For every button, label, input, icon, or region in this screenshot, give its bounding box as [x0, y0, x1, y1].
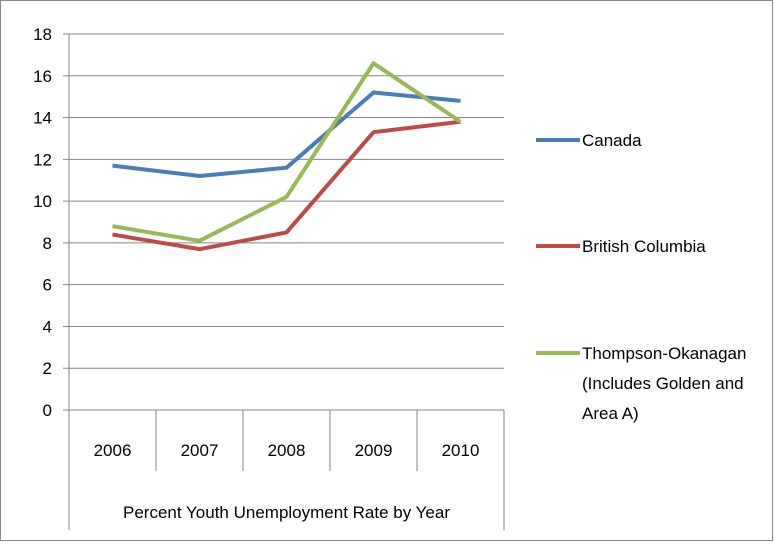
x-axis-title: Percent Youth Unemployment Rate by Year [123, 503, 450, 522]
y-tick-label: 18 [33, 25, 52, 44]
x-tick-label: 2009 [355, 441, 393, 460]
legend-label: British Columbia [582, 237, 706, 256]
y-tick-label: 16 [33, 67, 52, 86]
y-tick-label: 0 [43, 401, 52, 420]
x-tick-label: 2007 [181, 441, 219, 460]
x-tick-label: 2008 [268, 441, 306, 460]
x-tick-label: 2010 [442, 441, 480, 460]
y-tick-label: 10 [33, 192, 52, 211]
y-tick-label: 8 [43, 234, 52, 253]
y-tick-label: 2 [43, 359, 52, 378]
y-tick-label: 6 [43, 276, 52, 295]
y-tick-label: 4 [43, 317, 52, 336]
x-tick-label: 2006 [94, 441, 132, 460]
y-tick-label: 14 [33, 109, 52, 128]
y-tick-label: 12 [33, 150, 52, 169]
legend-label: Canada [582, 131, 642, 150]
